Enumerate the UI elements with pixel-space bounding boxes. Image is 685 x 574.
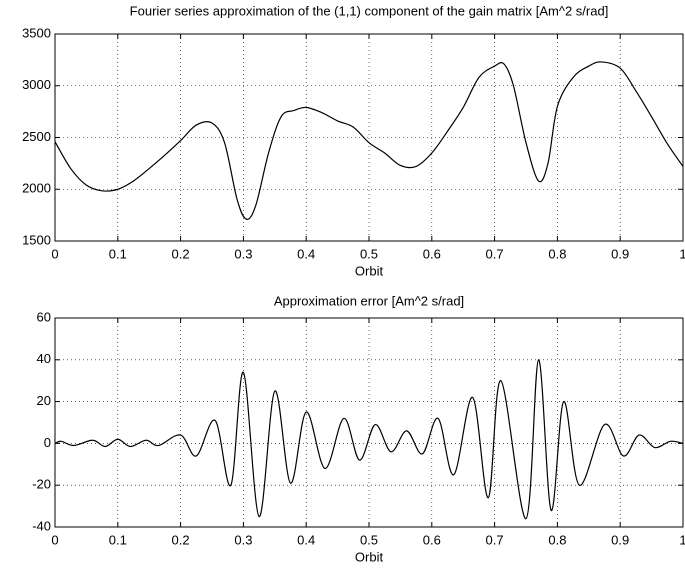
- x-tick-label: 0.1: [109, 532, 127, 547]
- y-tick-label: -20: [32, 477, 51, 492]
- x-axis-label: Orbit: [355, 549, 384, 564]
- y-tick-label: 2500: [22, 129, 51, 144]
- y-tick-label: 3000: [22, 77, 51, 92]
- axes-box: [54, 317, 684, 528]
- x-tick-label: 0.7: [486, 246, 504, 261]
- y-tick-label: 0: [44, 435, 51, 450]
- y-tick-label: -40: [32, 518, 51, 533]
- y-tick-label: 60: [37, 309, 51, 324]
- x-tick-label: 0.1: [109, 246, 127, 261]
- x-tick-label: 0.2: [172, 532, 190, 547]
- y-tick-label: 2000: [22, 181, 51, 196]
- x-tick-label: 0.2: [172, 246, 190, 261]
- x-tick-label: 0: [51, 246, 58, 261]
- x-tick-label: 0.9: [611, 532, 629, 547]
- x-tick-label: 0.4: [297, 246, 315, 261]
- x-tick-label: 0.4: [297, 532, 315, 547]
- x-tick-label: 1: [679, 246, 685, 261]
- y-tick-label: 3500: [22, 25, 51, 40]
- x-tick-label: 0: [51, 532, 58, 547]
- x-tick-label: 0.8: [548, 532, 566, 547]
- y-tick-label: 20: [37, 393, 51, 408]
- x-tick-label: 0.6: [423, 532, 441, 547]
- x-tick-label: 0.3: [234, 246, 252, 261]
- x-tick-label: 1: [679, 532, 685, 547]
- x-tick-label: 0.6: [423, 246, 441, 261]
- data-line: [54, 359, 684, 520]
- chart-title: Fourier series approximation of the (1,1…: [130, 3, 609, 18]
- x-tick-label: 0.5: [360, 532, 378, 547]
- axes-box: [54, 33, 684, 242]
- chart-title: Approximation error [Am^2 s/rad]: [274, 293, 464, 308]
- x-tick-label: 0.5: [360, 246, 378, 261]
- data-line: [54, 61, 684, 220]
- x-tick-label: 0.9: [611, 246, 629, 261]
- x-tick-label: 0.3: [234, 532, 252, 547]
- x-tick-label: 0.8: [548, 246, 566, 261]
- y-tick-label: 40: [37, 351, 51, 366]
- x-tick-label: 0.7: [486, 532, 504, 547]
- y-tick-label: 1500: [22, 232, 51, 247]
- x-axis-label: Orbit: [355, 263, 384, 278]
